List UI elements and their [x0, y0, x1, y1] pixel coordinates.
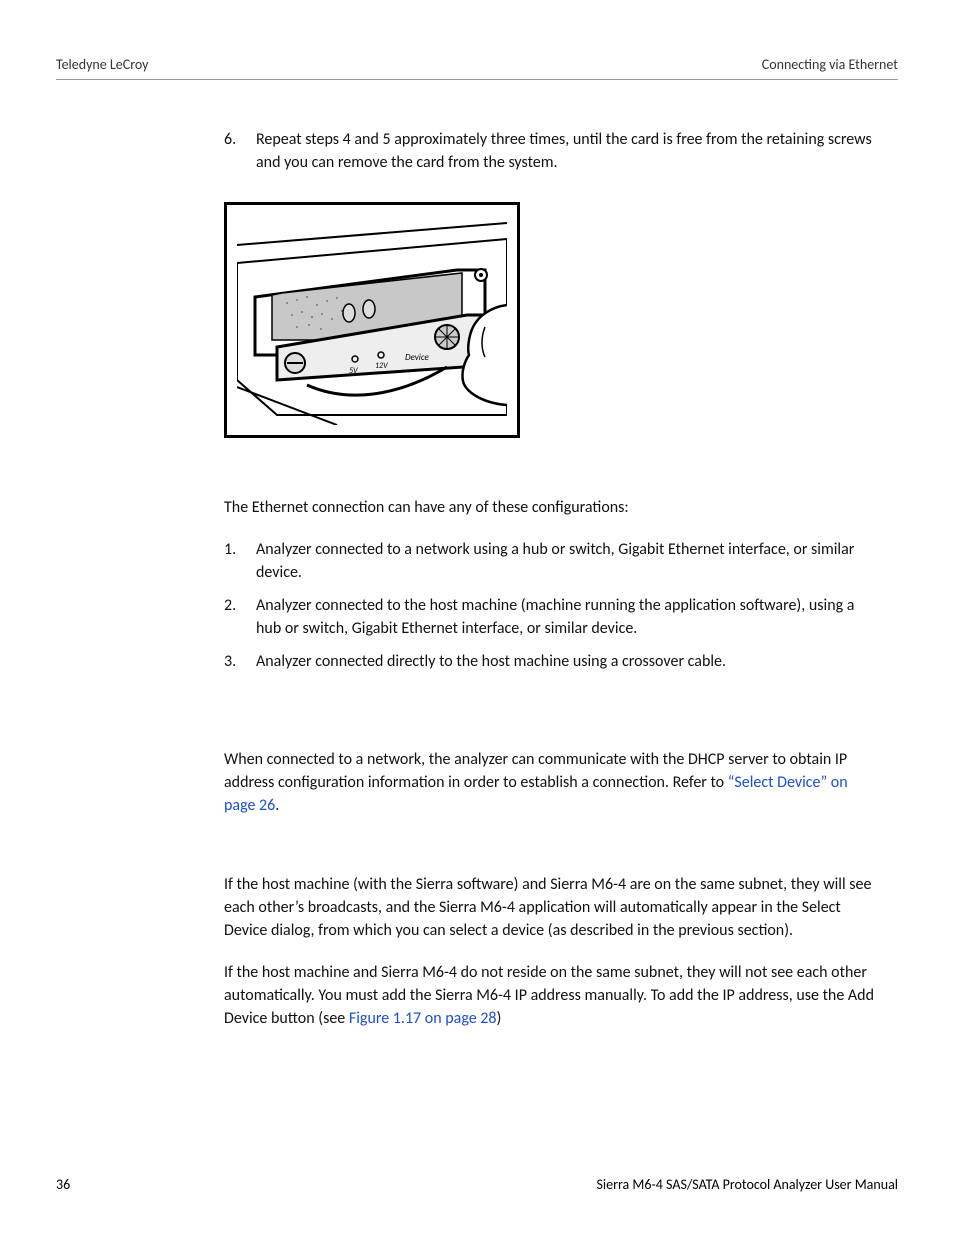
- device-card-illustration: 5V 12V Device: [237, 215, 507, 425]
- header-right: Connecting via Ethernet: [762, 56, 898, 73]
- diff-subnet-post: ): [497, 1009, 502, 1028]
- same-subnet-paragraph: If the host machine (with the Sierra sof…: [224, 873, 882, 943]
- list-text: Analyzer connected to a network using a …: [256, 538, 882, 584]
- list-number: 1.: [224, 538, 256, 584]
- page-header: Teledyne LeCroy Connecting via Ethernet: [56, 56, 898, 80]
- page: Teledyne LeCroy Connecting via Ethernet …: [0, 0, 954, 1235]
- dhcp-paragraph: When connected to a network, the analyze…: [224, 748, 882, 818]
- figure-ref-link[interactable]: Figure 1.17 on page 28: [349, 1009, 497, 1028]
- page-content: 6. Repeat steps 4 and 5 approximately th…: [224, 128, 882, 1030]
- list-number: 3.: [224, 650, 256, 673]
- list-text: Analyzer connected to the host machine (…: [256, 594, 882, 640]
- list-text: Analyzer connected directly to the host …: [256, 650, 726, 673]
- doc-title: Sierra M6-4 SAS/SATA Protocol Analyzer U…: [596, 1176, 898, 1193]
- dhcp-text-post: .: [275, 796, 279, 815]
- device-card-figure: 5V 12V Device: [224, 202, 520, 438]
- diff-subnet-paragraph: If the host machine and Sierra M6-4 do n…: [224, 961, 882, 1031]
- list-item: 3. Analyzer connected directly to the ho…: [224, 650, 882, 673]
- config-list: 1. Analyzer connected to a network using…: [224, 538, 882, 674]
- diff-subnet-pre: If the host machine and Sierra M6-4 do n…: [224, 963, 874, 1028]
- header-left: Teledyne LeCroy: [56, 56, 149, 73]
- list-number: 2.: [224, 594, 256, 640]
- figure-label-5v: 5V: [349, 366, 358, 376]
- page-footer: 36 Sierra M6-4 SAS/SATA Protocol Analyze…: [56, 1176, 898, 1193]
- step-number: 6.: [224, 128, 256, 174]
- list-item: 2. Analyzer connected to the host machin…: [224, 594, 882, 640]
- step-text: Repeat steps 4 and 5 approximately three…: [256, 128, 882, 174]
- config-intro: The Ethernet connection can have any of …: [224, 496, 882, 519]
- figure-label-device: Device: [405, 352, 430, 363]
- list-item: 1. Analyzer connected to a network using…: [224, 538, 882, 584]
- figure-label-12v: 12V: [375, 361, 388, 371]
- page-number: 36: [56, 1176, 70, 1193]
- instruction-step: 6. Repeat steps 4 and 5 approximately th…: [224, 128, 882, 174]
